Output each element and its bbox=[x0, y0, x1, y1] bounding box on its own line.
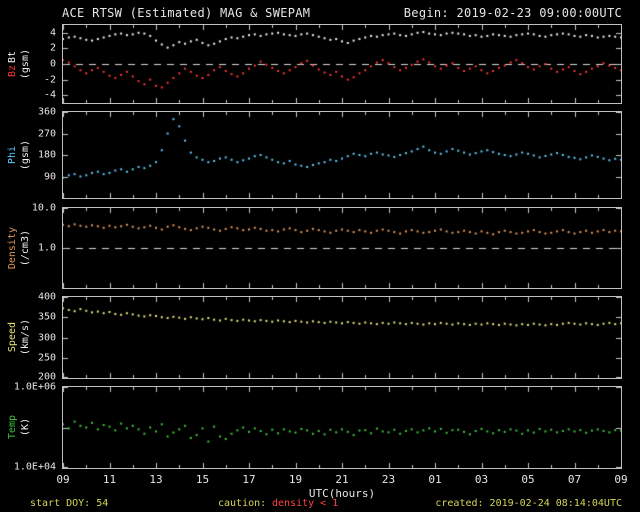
y-tick-label: 1.0 bbox=[37, 242, 56, 254]
axis-label-word: (km/s) bbox=[19, 319, 31, 356]
y-tick-label: 300 bbox=[37, 332, 56, 344]
panel-mag bbox=[62, 24, 622, 104]
y-tick-label: 250 bbox=[37, 352, 56, 364]
y-axis-label-mag: Bt Bz (gsm) bbox=[2, 24, 36, 104]
axis-label-column: (gsm) bbox=[20, 140, 32, 170]
axis-label-word: (gsm) bbox=[19, 48, 31, 80]
axis-label-column: Temp bbox=[7, 415, 19, 439]
axis-label-column: (/cm3) bbox=[20, 230, 32, 266]
y-tick-label: 350 bbox=[37, 311, 56, 323]
title-bar: ACE RTSW (Estimated) MAG & SWEPAM Begin:… bbox=[62, 6, 622, 20]
x-tick-label: 13 bbox=[149, 473, 163, 486]
x-tick-label: 21 bbox=[335, 473, 349, 486]
start-doy-text: start DOY: 54 bbox=[30, 498, 109, 509]
axis-label-word: (K) bbox=[19, 418, 31, 437]
y-tick-label: 360 bbox=[37, 106, 56, 118]
y-tick-label: 200 bbox=[37, 371, 56, 383]
axis-label-word: (gsm) bbox=[19, 139, 31, 171]
axis-label-word: Temp bbox=[6, 415, 18, 440]
axis-label-word: (/cm3) bbox=[19, 229, 31, 267]
x-tick-label: 03 bbox=[474, 473, 489, 486]
x-tick-label: 17 bbox=[242, 473, 256, 486]
axis-label-column: (gsm) bbox=[20, 49, 32, 79]
x-axis-title: UTC(hours) bbox=[308, 487, 376, 500]
x-tick-label: 07 bbox=[567, 473, 582, 486]
axis-label-word: Bz bbox=[6, 65, 18, 78]
panel-density bbox=[62, 207, 622, 289]
axis-label-column: (km/s) bbox=[20, 319, 32, 355]
begin-timestamp: Begin: 2019-02-23 09:00:00UTC bbox=[403, 6, 622, 20]
created-timestamp: created: 2019-02-24 08:14:04UTC bbox=[435, 498, 622, 509]
x-tick-label: 15 bbox=[195, 473, 210, 486]
y-tick-label: 400 bbox=[37, 291, 56, 303]
y-tick-label: 270 bbox=[37, 128, 56, 140]
y-tick-label: -2 bbox=[43, 74, 56, 86]
x-tick-label: 19 bbox=[288, 473, 303, 486]
axis-label-word: Phi bbox=[6, 145, 18, 165]
axis-label-word: Density bbox=[6, 226, 18, 270]
y-tick-label: -4 bbox=[43, 89, 56, 101]
axis-label-word: Speed bbox=[6, 322, 18, 353]
phi-canvas bbox=[63, 112, 621, 198]
x-tick-label: 23 bbox=[381, 473, 396, 486]
x-tick-label: 09 bbox=[614, 473, 628, 486]
axis-label-column: (K) bbox=[20, 418, 32, 436]
panel-temp bbox=[62, 386, 622, 469]
caution-value: density < 1 bbox=[272, 498, 339, 509]
y-axis-label-temp: Temp (K) bbox=[2, 386, 36, 469]
axis-label-column: Density bbox=[7, 227, 19, 269]
y-tick-label: 2 bbox=[49, 42, 56, 54]
y-axis-label-phi: Phi (gsm) bbox=[2, 111, 36, 199]
panel-speed bbox=[62, 296, 622, 379]
x-tick-label: 05 bbox=[521, 473, 535, 486]
caution-label: caution: bbox=[218, 498, 267, 509]
x-tick-label: 11 bbox=[102, 473, 117, 486]
y-tick-label: 4 bbox=[49, 27, 56, 39]
temp-canvas bbox=[63, 387, 621, 468]
speed-canvas bbox=[63, 297, 621, 378]
y-axis-label-density: Density (/cm3) bbox=[2, 207, 36, 289]
axis-label-column: Phi bbox=[7, 146, 19, 164]
axis-label-column: Bt Bz bbox=[7, 51, 19, 77]
mag-canvas bbox=[63, 25, 621, 103]
y-axis-label-speed: Speed (km/s) bbox=[2, 296, 36, 379]
y-tick-label: 0 bbox=[49, 58, 56, 70]
y-tick-label: 90 bbox=[43, 171, 56, 183]
chart-title: ACE RTSW (Estimated) MAG & SWEPAM bbox=[62, 6, 311, 20]
panel-phi bbox=[62, 111, 622, 199]
x-tick-label: 01 bbox=[428, 473, 442, 486]
density-canvas bbox=[63, 208, 621, 288]
axis-label-column: Speed bbox=[7, 322, 19, 352]
x-tick-label: 09 bbox=[56, 473, 70, 486]
axis-label-word: Bt bbox=[6, 50, 18, 63]
y-tick-label: 180 bbox=[37, 149, 56, 161]
